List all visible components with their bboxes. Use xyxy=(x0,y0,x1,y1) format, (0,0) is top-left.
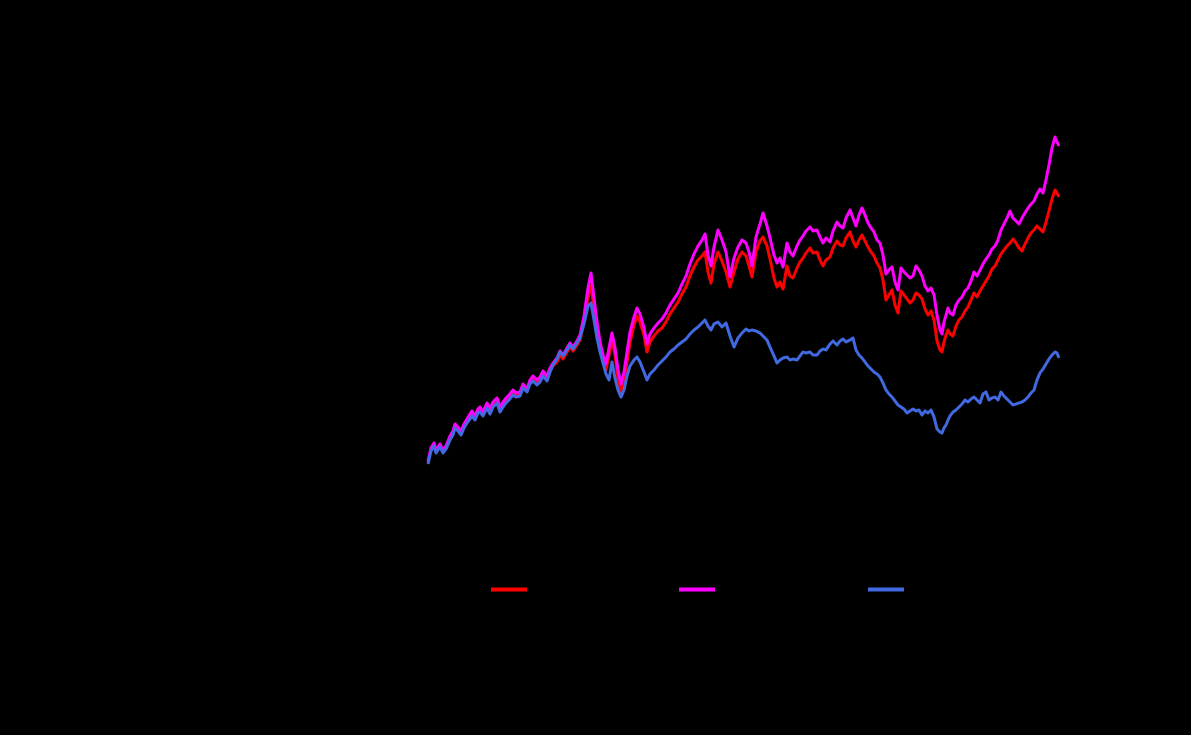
series-layer xyxy=(426,135,1061,465)
series-line-magenta xyxy=(426,135,1061,462)
series-line-blue xyxy=(426,301,1061,465)
